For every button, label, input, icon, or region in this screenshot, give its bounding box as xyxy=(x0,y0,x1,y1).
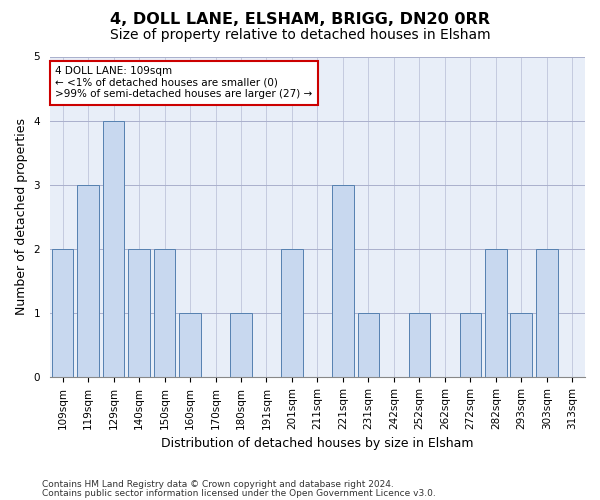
Bar xyxy=(332,184,354,377)
Bar xyxy=(358,313,379,377)
Bar xyxy=(536,248,557,377)
Text: 4 DOLL LANE: 109sqm
← <1% of detached houses are smaller (0)
>99% of semi-detach: 4 DOLL LANE: 109sqm ← <1% of detached ho… xyxy=(55,66,313,100)
Y-axis label: Number of detached properties: Number of detached properties xyxy=(15,118,28,315)
Bar xyxy=(128,248,150,377)
Bar xyxy=(77,184,99,377)
Bar xyxy=(511,313,532,377)
Bar xyxy=(409,313,430,377)
Text: 4, DOLL LANE, ELSHAM, BRIGG, DN20 0RR: 4, DOLL LANE, ELSHAM, BRIGG, DN20 0RR xyxy=(110,12,490,28)
Bar xyxy=(179,313,201,377)
Text: Contains public sector information licensed under the Open Government Licence v3: Contains public sector information licen… xyxy=(42,488,436,498)
Bar xyxy=(230,313,252,377)
Bar xyxy=(154,248,175,377)
Text: Size of property relative to detached houses in Elsham: Size of property relative to detached ho… xyxy=(110,28,490,42)
Bar xyxy=(103,120,124,377)
Text: Contains HM Land Registry data © Crown copyright and database right 2024.: Contains HM Land Registry data © Crown c… xyxy=(42,480,394,489)
Bar xyxy=(485,248,506,377)
Bar xyxy=(52,248,73,377)
Bar xyxy=(281,248,303,377)
Bar xyxy=(460,313,481,377)
X-axis label: Distribution of detached houses by size in Elsham: Distribution of detached houses by size … xyxy=(161,437,474,450)
